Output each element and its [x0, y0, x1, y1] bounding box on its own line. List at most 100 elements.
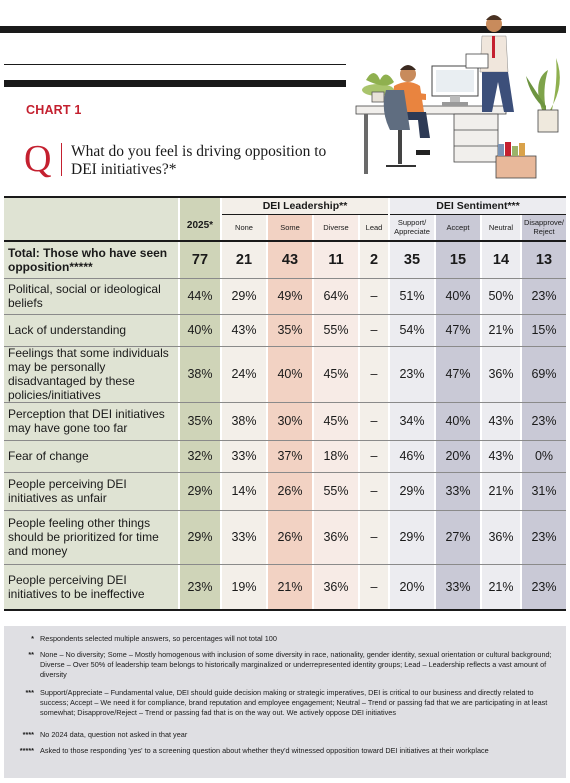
table-cell: 21% — [277, 579, 303, 594]
footnote-key: * — [31, 634, 34, 643]
table-top-rule — [4, 196, 566, 198]
row-label: Political, social or ideological beliefs — [8, 282, 161, 310]
col-header-diverse: Diverse — [323, 222, 349, 232]
table-cell: 43% — [488, 449, 514, 463]
table-cell: 55% — [323, 484, 349, 498]
table-cell: 29% — [399, 530, 425, 544]
table-cell: 14 — [492, 252, 510, 268]
table-cell: 27% — [445, 530, 471, 544]
table-cell: 23% — [531, 289, 557, 303]
footnote-key: ***** — [19, 746, 34, 755]
row-label: Feelings that some individuals may be pe… — [8, 346, 169, 402]
table-cell: 29% — [187, 484, 213, 498]
row-divider — [4, 402, 566, 403]
table-cell: 11 — [328, 252, 344, 268]
table-cell: 51% — [399, 289, 425, 303]
table-cell: – — [370, 323, 378, 337]
footnote-text: Asked to those responding 'yes' to a scr… — [40, 746, 489, 755]
table-cell: 38% — [231, 414, 257, 428]
question-divider — [61, 143, 62, 176]
table-cell: 23% — [531, 530, 557, 544]
table-cell: 35 — [403, 252, 421, 268]
row-label: Total: Those who have seen opposition***… — [8, 246, 168, 274]
table-cell: 55% — [323, 323, 349, 337]
table-cell: 23% — [531, 579, 557, 594]
table-cell: 33% — [445, 484, 471, 498]
table-cell: 33% — [231, 449, 257, 463]
table-cell: – — [370, 484, 378, 498]
sentiment-header-bg — [390, 196, 566, 214]
col-header-some: Some — [280, 222, 300, 232]
table-cell: 45% — [323, 367, 349, 381]
table-cell: 34% — [399, 414, 425, 428]
sentiment-reject-bg — [522, 214, 566, 610]
year-column-bg — [180, 196, 220, 610]
table-cell: 36% — [323, 530, 349, 544]
table-bottom-rule — [4, 609, 566, 611]
question-text: What do you feel is driving opposition t… — [71, 143, 327, 178]
table-cell: 30% — [277, 414, 303, 428]
leadership-diverse-bg — [314, 214, 358, 610]
table-cell: 43% — [488, 414, 514, 428]
table-cell: 38% — [187, 367, 213, 381]
leadership-none-bg — [222, 214, 266, 610]
table-cell: 43 — [281, 252, 299, 268]
row-divider — [4, 564, 566, 565]
table-cell: 18% — [323, 449, 349, 463]
col-header-support: Support/ Appreciate — [394, 218, 430, 236]
table-cell: 47% — [445, 323, 471, 337]
table-cell: 37% — [277, 449, 303, 463]
footnote-text: Support/Appreciate – Fundamental value, … — [40, 688, 548, 717]
table-cell: 40% — [187, 323, 213, 337]
table-cell: 33% — [445, 579, 471, 594]
row-label: People perceiving DEI initiatives to be … — [8, 572, 145, 601]
table-cell: 35% — [187, 414, 213, 428]
footnote-text: Respondents selected multiple answers, s… — [40, 634, 277, 643]
col-header-accept: Accept — [446, 222, 470, 232]
sentiment-support-bg — [390, 214, 434, 610]
table-cell: 24% — [231, 367, 257, 381]
footnotes: * Respondents selected multiple answers,… — [4, 626, 566, 778]
table-cell: – — [370, 414, 378, 428]
table-cell: 15 — [449, 252, 467, 268]
sentiment-group-rule — [390, 214, 566, 215]
table-cell: 45% — [323, 414, 349, 428]
row-divider — [4, 314, 566, 315]
footnote-text: None – No diversity; Some – Mostly homog… — [40, 650, 552, 679]
table-cell: 40% — [445, 289, 471, 303]
footnote-key: ** — [28, 650, 34, 659]
table-cell: 26% — [277, 484, 303, 498]
table-cell: 33% — [231, 530, 257, 544]
table-cell: – — [370, 579, 378, 594]
top-rule — [0, 26, 566, 33]
row-divider — [4, 440, 566, 441]
leadership-header-bg — [222, 196, 388, 214]
table-cell: 50% — [488, 289, 514, 303]
row-divider — [4, 278, 566, 279]
year-column-header: 2025* — [186, 219, 214, 231]
leadership-lead-bg — [360, 214, 388, 610]
table-cell: 29% — [231, 289, 257, 303]
row-label: Fear of change — [8, 449, 89, 463]
table-cell: 69% — [531, 367, 557, 381]
table-cell: 23% — [399, 367, 425, 381]
table-cell: 13 — [535, 252, 553, 268]
footnote-key: **** — [22, 730, 34, 739]
row-label: Perception that DEI initiatives may have… — [8, 407, 165, 435]
header-bottom-rule — [4, 240, 566, 242]
table-cell: – — [370, 289, 378, 303]
row-label: Lack of understanding — [8, 323, 127, 337]
col-header-lead: Lead — [365, 222, 383, 232]
table-cell: 77 — [191, 252, 209, 268]
table-cell: – — [370, 530, 378, 544]
office-workers-illustration — [355, 15, 560, 179]
chart-label: CHART 1 — [26, 103, 82, 117]
table-cell: 20% — [445, 449, 471, 463]
table-cell: 21% — [488, 484, 514, 498]
table-cell: 40% — [277, 367, 303, 381]
table-cell: 46% — [399, 449, 425, 463]
row-label: People feeling other things should be pr… — [8, 516, 159, 558]
sentiment-group-header: DEI Sentiment*** — [436, 200, 520, 212]
table-cell: 36% — [488, 367, 514, 381]
table-cell: 21% — [488, 579, 514, 594]
